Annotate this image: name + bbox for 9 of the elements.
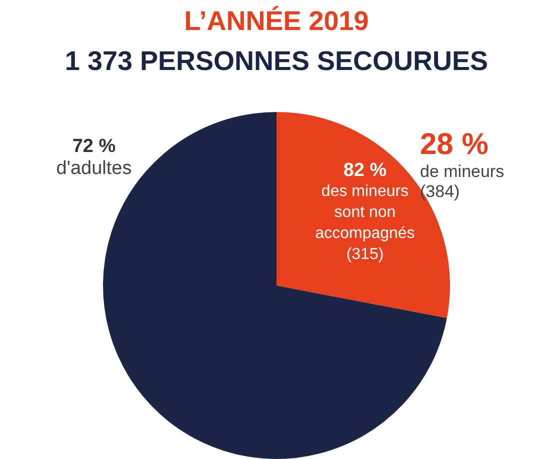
text: (384) <box>420 182 461 202</box>
slice-label: de mineurs <box>420 162 506 182</box>
text: des mineurs sont non accompagnés (315) <box>314 182 416 265</box>
chart-subtitle: 1 373 PERSONNES SECOURUES <box>64 46 490 77</box>
data-label: 28 % <box>420 128 490 162</box>
text: 82 % <box>342 160 388 181</box>
data-label: 72 % <box>71 136 117 158</box>
slice-label: d'adultes <box>55 158 133 180</box>
chart-title: L’ANNÉE 2019 <box>183 6 370 37</box>
